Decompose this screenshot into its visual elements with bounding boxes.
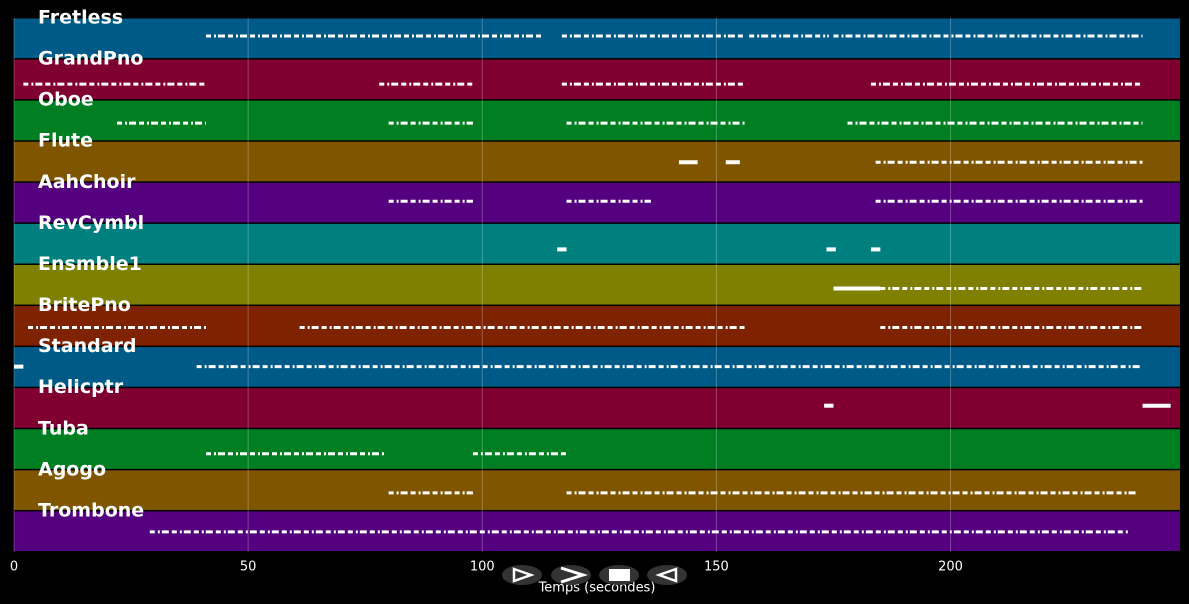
forward-button[interactable] [551,565,591,585]
play-button[interactable] [502,565,542,585]
stop-button[interactable] [599,565,639,585]
track-name: Agogo [38,458,106,480]
track-name: Oboe [38,89,94,111]
track-row [14,223,1180,264]
track-row [14,18,1180,59]
track-name: Tuba [38,417,89,439]
rewind-button[interactable] [647,565,687,585]
track-name: GrandPno [38,48,143,70]
track-name: Ensmble1 [38,253,142,275]
x-tick-label: 100 [470,560,495,575]
track-name: RevCymbl [38,212,144,234]
track-row [14,306,1180,346]
track-name: Fretless [38,7,123,29]
track-name: Flute [38,130,93,152]
track-row [14,388,1180,428]
controls [502,565,687,585]
tracks [14,18,1180,551]
track-row [14,264,1180,305]
track-name: Helicptr [38,376,124,398]
notes [14,34,1171,534]
track-row [14,100,1180,141]
x-tick-label: 150 [704,560,729,575]
track-name: AahChoir [38,171,136,193]
grid [13,18,952,552]
track-name: Trombone [38,499,144,521]
track-name: Standard [38,335,137,357]
track-row [14,141,1180,182]
x-tick-label: 200 [938,560,963,575]
track-row [14,470,1180,510]
track-row [14,429,1180,469]
x-axis-label: Temps (secondes) [538,581,656,596]
track-name: BritePno [38,294,131,316]
x-tick-label: 50 [240,560,257,575]
track-row [14,59,1180,100]
x-tick-label: 0 [10,560,18,575]
labels: Fretless GrandPno Oboe Flute AahChoir RevCymb… [10,7,963,575]
